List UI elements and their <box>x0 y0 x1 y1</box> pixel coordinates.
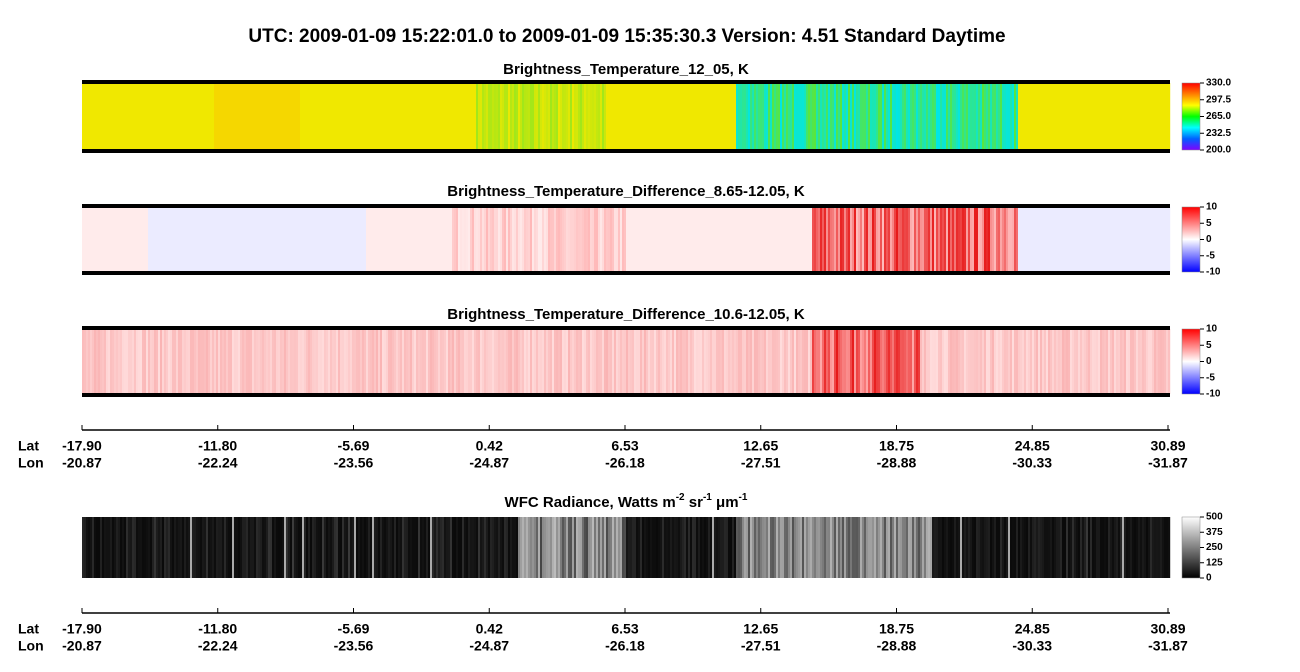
colorbar-tick-label: 10 <box>1206 324 1218 335</box>
colorbar-tick-label: 10 <box>1206 202 1218 213</box>
lon-label: -26.18 <box>605 638 645 654</box>
lat-label: 24.85 <box>1015 621 1050 637</box>
lat-label: 30.89 <box>1150 438 1185 454</box>
axis-row-label: Lon <box>18 638 44 654</box>
heatmap-panel <box>82 83 1171 150</box>
lat-label: -11.80 <box>198 438 237 454</box>
colorbar-tick-label: -10 <box>1206 267 1221 278</box>
title-part: μm <box>712 494 739 511</box>
colorbar <box>1181 516 1201 579</box>
swath-edge <box>82 80 1170 84</box>
lon-label: -24.87 <box>469 455 509 471</box>
colorbar-tick-label: 5 <box>1206 218 1212 229</box>
colorbar-tick-label: 0 <box>1206 356 1212 367</box>
panel-title: WFC Radiance, Watts m-2 sr-1 μm-1 <box>505 492 748 511</box>
lon-label: -20.87 <box>62 638 102 654</box>
lat-label: -17.90 <box>62 438 102 454</box>
lat-label: 18.75 <box>879 438 914 454</box>
heatmap-panel <box>82 329 1171 394</box>
lon-label: -22.24 <box>198 455 238 471</box>
lat-label: 6.53 <box>611 438 638 454</box>
lat-label: 12.65 <box>743 438 778 454</box>
lon-label: -31.87 <box>1148 455 1188 471</box>
lon-label: -30.33 <box>1012 638 1052 654</box>
lat-label: 30.89 <box>1150 621 1185 637</box>
lat-label: 12.65 <box>743 621 778 637</box>
colorbar-tick-label: 125 <box>1206 557 1223 568</box>
lon-label: -30.33 <box>1012 455 1052 471</box>
title-part: sr <box>685 494 704 511</box>
colorbar-tick-label: 0 <box>1206 234 1212 245</box>
colorbar-tick-label: 5 <box>1206 340 1212 351</box>
colorbar-tick-label: 0 <box>1206 573 1212 584</box>
colorbar-tick-label: 500 <box>1206 512 1223 523</box>
colorbar-tick-label: -5 <box>1206 372 1215 383</box>
swath-edge <box>82 271 1170 275</box>
colorbar-tick-label: 200.0 <box>1206 145 1231 156</box>
lon-label: -28.88 <box>877 638 917 654</box>
lon-label: -23.56 <box>334 638 374 654</box>
heatmap-panel <box>82 517 1171 578</box>
lon-label: -27.51 <box>741 638 781 654</box>
panel-title: Brightness_Temperature_Difference_10.6-1… <box>447 306 805 323</box>
colorbar <box>1181 82 1201 151</box>
lat-label: 6.53 <box>611 621 638 637</box>
colorbar-tick-label: 330.0 <box>1206 78 1231 89</box>
lon-label: -20.87 <box>62 455 102 471</box>
swath-edge <box>82 393 1170 397</box>
lat-label: 0.42 <box>476 438 503 454</box>
colorbar-tick-label: -5 <box>1206 250 1215 261</box>
colorbar <box>1181 206 1201 273</box>
title-part: -2 <box>676 492 685 503</box>
axis-row-label: Lat <box>18 438 39 454</box>
colorbar <box>1181 328 1201 395</box>
swath-edge <box>82 149 1170 153</box>
lon-label: -27.51 <box>741 455 781 471</box>
colorbar-tick-label: 375 <box>1206 527 1223 538</box>
swath-edge <box>82 326 1170 330</box>
title-part: -1 <box>703 492 712 503</box>
colorbar-tick-label: -10 <box>1206 389 1221 400</box>
colorbar-tick-label: 297.5 <box>1206 94 1231 105</box>
swath-edge <box>82 204 1170 208</box>
lat-label: 18.75 <box>879 621 914 637</box>
colorbar-tick-label: 232.5 <box>1206 128 1231 139</box>
lon-label: -31.87 <box>1148 638 1188 654</box>
title-part: WFC Radiance, Watts m <box>505 494 676 511</box>
colorbar-tick-label: 250 <box>1206 542 1223 553</box>
lon-label: -22.24 <box>198 638 238 654</box>
axis-row-label: Lat <box>18 621 39 637</box>
page-title: UTC: 2009-01-09 15:22:01.0 to 2009-01-09… <box>248 26 1005 47</box>
lat-label: -5.69 <box>338 621 370 637</box>
heatmap-panel <box>82 207 1171 272</box>
lon-label: -24.87 <box>469 638 509 654</box>
lat-label: 24.85 <box>1015 438 1050 454</box>
colorbar-tick-label: 265.0 <box>1206 111 1231 122</box>
lon-label: -26.18 <box>605 455 645 471</box>
lat-label: -11.80 <box>198 621 237 637</box>
title-part: -1 <box>739 492 748 503</box>
panel-title: Brightness_Temperature_Difference_8.65-1… <box>447 183 805 200</box>
lon-label: -28.88 <box>877 455 917 471</box>
lat-label: 0.42 <box>476 621 503 637</box>
lat-label: -17.90 <box>62 621 102 637</box>
axis-row-label: Lon <box>18 455 44 471</box>
lon-label: -23.56 <box>334 455 374 471</box>
lat-label: -5.69 <box>338 438 370 454</box>
panel-title: Brightness_Temperature_12_05, K <box>503 61 749 78</box>
